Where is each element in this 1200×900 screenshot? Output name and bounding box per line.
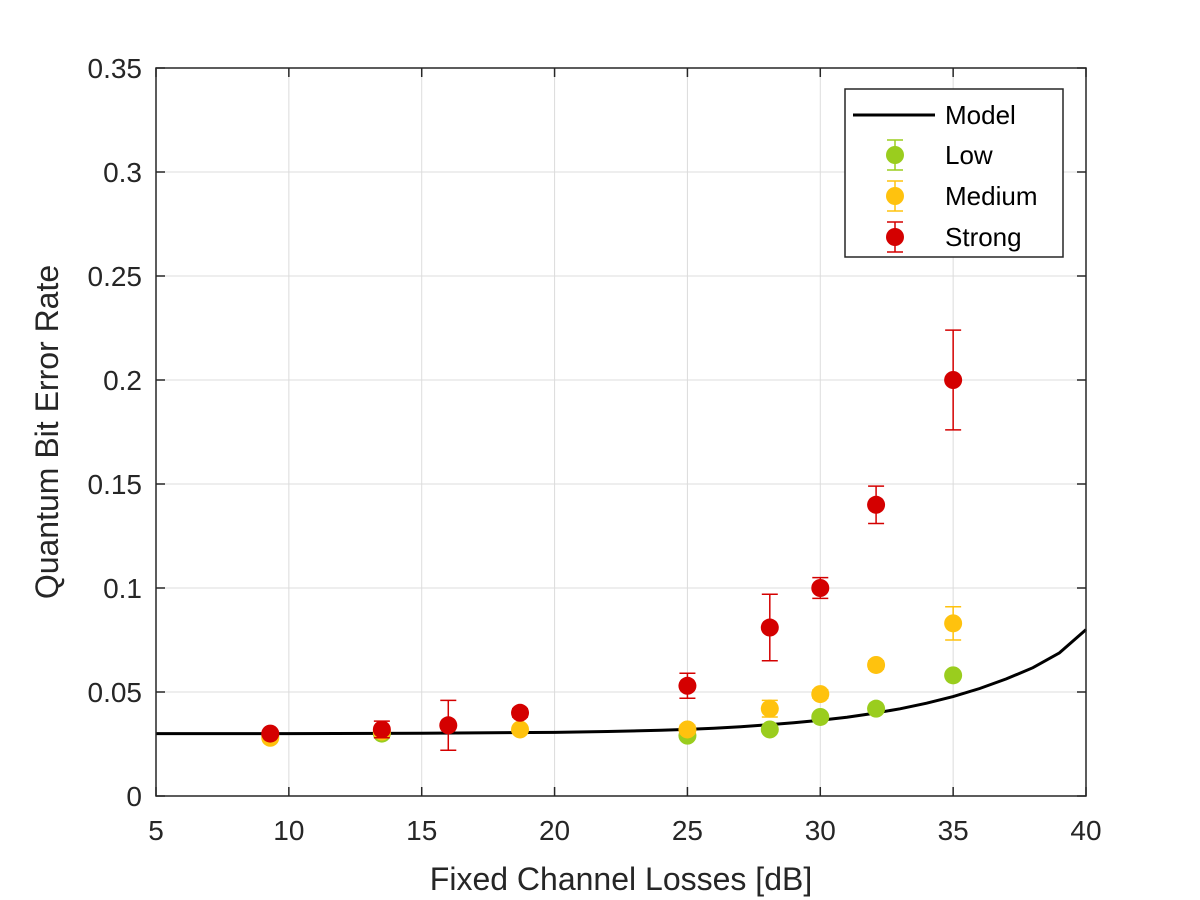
medium-point bbox=[760, 699, 779, 718]
strong-point bbox=[760, 618, 779, 637]
x-tick-label: 10 bbox=[273, 815, 304, 846]
low-point bbox=[867, 699, 886, 718]
y-tick-label: 0.05 bbox=[88, 677, 143, 708]
y-tick-label: 0.3 bbox=[103, 157, 142, 188]
x-tick-label: 25 bbox=[672, 815, 703, 846]
y-tick-label: 0 bbox=[126, 781, 142, 812]
legend-low-label: Low bbox=[945, 140, 993, 170]
ticks bbox=[155, 67, 1087, 797]
y-tick-label: 0.2 bbox=[103, 365, 142, 396]
y-tick-label: 0.15 bbox=[88, 469, 143, 500]
medium-point bbox=[511, 720, 530, 739]
medium-point bbox=[867, 655, 886, 674]
legend: Model Low Medium Strong bbox=[844, 88, 1064, 258]
legend-medium-label: Medium bbox=[945, 181, 1037, 211]
low-point bbox=[811, 707, 830, 726]
medium-point bbox=[678, 720, 697, 739]
plot-frame bbox=[155, 67, 1087, 797]
legend-box bbox=[844, 88, 1064, 258]
legend-strong-label: Strong bbox=[945, 222, 1022, 252]
strong-point bbox=[678, 676, 697, 695]
x-tick-label: 15 bbox=[406, 815, 437, 846]
y-tick-label: 0.25 bbox=[88, 261, 143, 292]
legend-series: Low Medium Strong bbox=[886, 139, 1037, 253]
model-layer bbox=[156, 628, 1087, 736]
strong-point bbox=[811, 579, 830, 597]
low-point bbox=[944, 666, 963, 685]
strong-point bbox=[511, 703, 530, 722]
x-tick-label: 20 bbox=[539, 815, 570, 846]
x-axis-title: Fixed Channel Losses [dB] bbox=[430, 861, 812, 897]
strong-point bbox=[439, 716, 458, 735]
series-layer bbox=[261, 329, 963, 751]
y-axis-title: Quantum Bit Error Rate bbox=[29, 265, 65, 599]
x-tick-label: 30 bbox=[805, 815, 836, 846]
model-line bbox=[156, 628, 1087, 736]
low-point bbox=[760, 720, 779, 739]
strong-point bbox=[944, 371, 963, 389]
legend-strong-marker bbox=[886, 228, 904, 246]
series-strong bbox=[261, 329, 963, 751]
x-tick-label: 5 bbox=[148, 815, 164, 846]
medium-point bbox=[944, 614, 963, 633]
strong-point bbox=[867, 495, 886, 514]
medium-point bbox=[811, 685, 830, 704]
legend-low-marker bbox=[886, 146, 904, 164]
strong-point bbox=[261, 724, 280, 743]
x-tick-label: 40 bbox=[1070, 815, 1101, 846]
strong-point bbox=[372, 720, 391, 739]
legend-model-label: Model bbox=[945, 100, 1016, 130]
y-tick-label: 0.1 bbox=[103, 573, 142, 604]
legend-medium-marker bbox=[886, 187, 904, 205]
tick-labels: 5 10 15 20 25 30 35 40 0 0.05 0.1 0.15 0.2 0.25 0.3 0.3… bbox=[88, 53, 1102, 846]
x-tick-label: 35 bbox=[938, 815, 969, 846]
y-tick-label: 0.35 bbox=[88, 53, 143, 84]
